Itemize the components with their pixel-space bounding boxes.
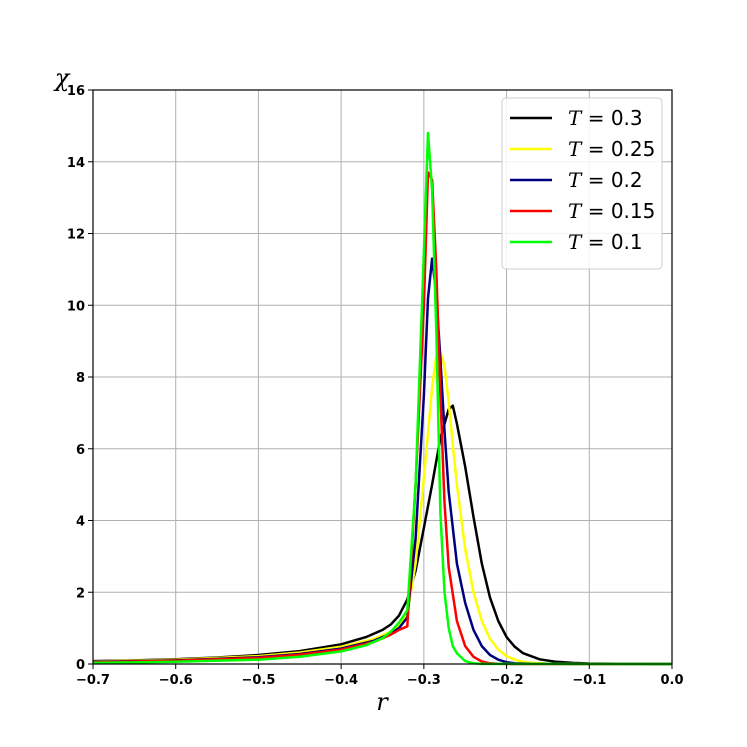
legend-entry: T = 0.1 [510, 230, 643, 254]
legend-label: T = 0.3 [568, 106, 643, 130]
legend-variable: T [568, 106, 583, 130]
y-tick-label: 10 [67, 299, 85, 314]
legend-value: = 0.2 [581, 168, 642, 192]
legend-variable: T [568, 168, 583, 192]
legend: T = 0.3T = 0.25T = 0.2T = 0.15T = 0.1 [501, 97, 663, 270]
legend-label: T = 0.1 [568, 230, 643, 254]
x-tick-label: −0.1 [572, 673, 606, 688]
series-line-0 [92, 404, 673, 666]
series-line-1 [92, 350, 673, 666]
x-tick-label: −0.7 [76, 673, 110, 688]
legend-label: T = 0.2 [568, 168, 643, 192]
y-axis-ticks: 0 2 4 6 8 10 12 14 16 [67, 84, 93, 673]
y-tick-label: 12 [67, 228, 85, 243]
legend-variable: T [568, 137, 583, 161]
legend-value: = 0.1 [581, 230, 642, 254]
legend-value: = 0.3 [581, 106, 642, 130]
series-line-4 [92, 131, 673, 666]
y-tick-label: 8 [76, 371, 85, 386]
x-tick-label: −0.5 [241, 673, 275, 688]
series-line-2 [92, 257, 673, 666]
x-tick-label: −0.3 [407, 673, 441, 688]
y-tick-label: 16 [67, 84, 85, 99]
x-axis-ticks: −0.7 −0.6 −0.5 −0.4 −0.3 −0.2 −0.1 0.0 [76, 664, 684, 688]
y-tick-label: 0 [76, 658, 85, 673]
legend-entry: T = 0.15 [510, 199, 655, 223]
y-axis-label: χ [53, 64, 71, 92]
x-tick-label: −0.6 [159, 673, 193, 688]
legend-label: T = 0.25 [568, 137, 655, 161]
legend-entry: T = 0.3 [510, 106, 643, 130]
legend-entry: T = 0.25 [510, 137, 655, 161]
series-layer [92, 131, 673, 666]
y-tick-label: 6 [76, 443, 85, 458]
legend-value: = 0.15 [581, 199, 655, 223]
legend-box [501, 97, 663, 270]
x-axis-label: r [376, 688, 389, 716]
y-tick-label: 4 [76, 515, 85, 530]
legend-variable: T [568, 230, 583, 254]
y-tick-label: 14 [67, 156, 85, 171]
x-tick-label: −0.2 [490, 673, 524, 688]
x-tick-label: 0.0 [660, 673, 683, 688]
x-tick-label: −0.4 [324, 673, 358, 688]
legend-value: = 0.25 [581, 137, 655, 161]
legend-entry: T = 0.2 [510, 168, 643, 192]
legend-label: T = 0.15 [568, 199, 655, 223]
legend-variable: T [568, 199, 583, 223]
y-tick-label: 2 [76, 586, 85, 601]
